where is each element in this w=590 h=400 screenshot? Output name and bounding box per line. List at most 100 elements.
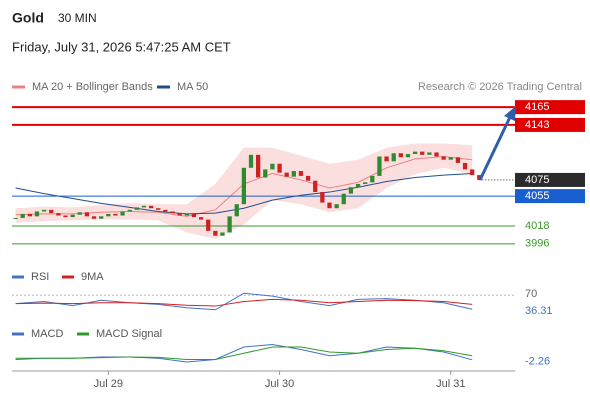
legend-label: MA 50 bbox=[177, 81, 208, 93]
level-box bbox=[515, 189, 585, 204]
candle bbox=[191, 213, 197, 218]
legend-label: MA 20 + Bollinger Bands bbox=[32, 81, 153, 93]
level-box bbox=[515, 117, 585, 132]
legend-label: MACD bbox=[31, 328, 63, 340]
candle bbox=[148, 205, 154, 209]
candle bbox=[391, 153, 396, 162]
level-label: 3996 bbox=[525, 238, 549, 250]
rsi-value-label: 36.31 bbox=[525, 305, 553, 317]
credit: Research © 2026 Trading Central bbox=[418, 81, 582, 93]
candle bbox=[248, 154, 254, 168]
candle bbox=[398, 153, 403, 158]
candle bbox=[106, 213, 111, 217]
forecast-arrow bbox=[478, 114, 513, 181]
candle bbox=[113, 213, 118, 216]
candle bbox=[241, 167, 247, 205]
ma50-line bbox=[15, 172, 473, 215]
candle bbox=[220, 232, 225, 236]
candle bbox=[291, 171, 296, 177]
candle bbox=[270, 163, 275, 170]
candle bbox=[56, 213, 61, 216]
level-label: 4075 bbox=[525, 174, 549, 186]
candle bbox=[477, 175, 482, 180]
macd-line bbox=[15, 346, 473, 360]
x-tick-label: Jul 29 bbox=[94, 378, 123, 390]
candle bbox=[184, 213, 189, 216]
candle bbox=[341, 193, 346, 205]
level-label: 4165 bbox=[525, 101, 549, 113]
candle bbox=[448, 157, 453, 160]
rsi-line bbox=[15, 292, 473, 311]
instrument-title: Gold bbox=[12, 10, 44, 26]
candle bbox=[63, 215, 68, 218]
candle bbox=[156, 208, 161, 210]
candle bbox=[163, 209, 168, 212]
rsi-level-label: 70 bbox=[525, 288, 537, 300]
timeframe: 30 MIN bbox=[58, 11, 97, 25]
candle bbox=[412, 151, 418, 155]
candle bbox=[134, 207, 139, 210]
candle bbox=[41, 209, 47, 212]
candle bbox=[363, 182, 368, 184]
candle bbox=[298, 171, 304, 176]
plot-area: MA 20 + Bollinger Bands MA 50 4165 4143 4075… bbox=[12, 81, 585, 390]
candle bbox=[127, 209, 132, 212]
candle bbox=[99, 216, 104, 219]
candle bbox=[355, 183, 361, 188]
level-box bbox=[515, 100, 585, 115]
forecast-arrowhead bbox=[504, 106, 516, 121]
candle bbox=[263, 169, 268, 178]
candle bbox=[70, 214, 75, 218]
candle bbox=[405, 154, 411, 158]
candle bbox=[420, 151, 425, 155]
candle bbox=[20, 213, 25, 218]
candle bbox=[441, 156, 446, 160]
x-tick-label: Jul 31 bbox=[436, 378, 465, 390]
candle bbox=[320, 192, 325, 203]
candle bbox=[227, 216, 232, 233]
candle bbox=[206, 219, 211, 231]
macd-value-label: -2.26 bbox=[525, 356, 550, 368]
level-label: 4018 bbox=[525, 220, 549, 232]
candle bbox=[170, 211, 175, 214]
candle bbox=[327, 202, 332, 209]
legend-label: RSI bbox=[31, 271, 49, 283]
candle bbox=[377, 156, 382, 176]
timestamp: Friday, July 31, 2026 5:47:25 AM CET bbox=[12, 39, 231, 54]
candle bbox=[234, 204, 239, 217]
candle bbox=[77, 212, 82, 215]
candle bbox=[27, 213, 32, 217]
candle bbox=[34, 211, 40, 217]
candle bbox=[84, 212, 90, 217]
candle bbox=[434, 152, 439, 157]
legend-label: 9MA bbox=[81, 271, 104, 283]
candle bbox=[384, 156, 389, 162]
candle bbox=[370, 175, 375, 183]
candle bbox=[141, 205, 147, 208]
candle bbox=[277, 163, 282, 173]
level-label: 4055 bbox=[525, 190, 549, 202]
candle bbox=[49, 209, 54, 214]
candle bbox=[470, 169, 475, 176]
candle bbox=[284, 172, 289, 177]
candle bbox=[213, 230, 218, 236]
level-label: 4143 bbox=[525, 119, 549, 131]
candle bbox=[13, 217, 18, 219]
legend-label: MACD Signal bbox=[96, 328, 162, 340]
candle bbox=[455, 157, 461, 163]
candle bbox=[177, 213, 182, 216]
level-box bbox=[515, 172, 585, 187]
candle bbox=[348, 187, 354, 194]
candle bbox=[305, 175, 311, 181]
candle bbox=[334, 204, 339, 209]
candle bbox=[462, 162, 468, 170]
candle bbox=[91, 216, 97, 219]
candle bbox=[256, 154, 261, 178]
candle bbox=[198, 217, 204, 220]
candle bbox=[313, 180, 318, 193]
x-tick-label: Jul 30 bbox=[265, 378, 294, 390]
rsi-line bbox=[15, 298, 473, 307]
candle bbox=[427, 152, 432, 155]
